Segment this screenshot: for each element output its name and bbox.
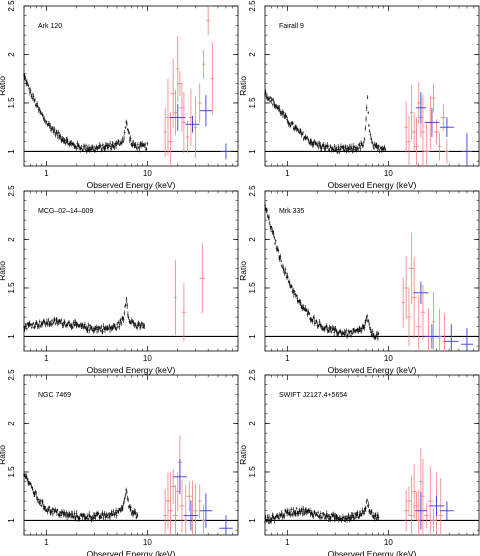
panel-label: Mrk 335: [279, 208, 304, 215]
chart-panel-5: 1 1.5 2 2.5 1 10 Observed Energy (keV) Ratio NGC…: [0, 369, 239, 556]
x-tick-label: 1: [285, 538, 290, 547]
panel-label: Fairall 9: [279, 23, 304, 30]
x-tick-label: 10: [143, 538, 152, 547]
y-tick-label: 1: [248, 149, 257, 154]
plot-frame: [23, 5, 239, 167]
y-tick-label: 2.5: [7, 369, 16, 381]
panel-label: SWIFT J2127.4+5654: [279, 392, 347, 399]
y-axis-label: Ratio: [0, 261, 7, 281]
y-tick-label: 2: [248, 421, 257, 426]
x-tick-label: 10: [384, 354, 393, 363]
x-tick-label: 10: [384, 538, 393, 547]
y-tick-label: 2: [248, 237, 257, 242]
y-tick-label: 1.5: [7, 282, 16, 294]
chart-panel-3: 1 1.5 2 2.5 1 10 Observed Energy (keV) Ratio MCG…: [0, 185, 239, 375]
panel-label: Ark 120: [38, 23, 62, 30]
y-tick-label: 1: [7, 149, 16, 154]
x-axis-label: Observed Energy (keV): [87, 365, 176, 375]
y-tick-label: 2.5: [248, 0, 257, 12]
y-tick-label: 1: [7, 518, 16, 523]
y-tick-label: 2: [7, 421, 16, 426]
chart-panel-2: 1 1.5 2 2.5 1 10 Observed Energy (keV) Ratio Fai…: [238, 0, 480, 190]
chart-panel-4: 1 1.5 2 2.5 1 10 Observed Energy (keV) Ratio Mrk…: [238, 185, 480, 375]
x-axis-label: Observed Energy (keV): [328, 365, 417, 375]
x-axis-label: Observed Energy (keV): [87, 549, 176, 556]
y-tick-label: 2: [7, 52, 16, 57]
y-tick-label: 2: [248, 52, 257, 57]
plot-frame: [264, 190, 480, 352]
y-axis-label: Ratio: [0, 76, 7, 96]
x-tick-label: 1: [44, 169, 49, 178]
y-tick-label: 1.5: [7, 466, 16, 478]
panel-label: NGC 7469: [38, 392, 71, 399]
plot-frame: [264, 374, 480, 536]
y-tick-label: 2.5: [7, 0, 16, 12]
y-axis-label: Ratio: [238, 445, 248, 465]
y-tick-label: 1: [248, 334, 257, 339]
y-tick-label: 2.5: [248, 369, 257, 381]
y-tick-label: 2.5: [7, 185, 16, 197]
plot-frame: [23, 190, 239, 352]
plot-frame: [23, 374, 239, 536]
chart-panel-6: 1 1.5 2 2.5 1 10 Observed Energy (keV) Ratio SWI…: [238, 369, 480, 556]
y-tick-label: 1.5: [7, 97, 16, 109]
y-tick-label: 1: [248, 518, 257, 523]
y-tick-label: 1: [7, 334, 16, 339]
y-axis-label: Ratio: [0, 445, 7, 465]
y-tick-label: 1.5: [248, 282, 257, 294]
x-axis-label: Observed Energy (keV): [87, 180, 176, 190]
x-tick-label: 10: [143, 354, 152, 363]
x-tick-label: 10: [143, 169, 152, 178]
panel-label: MCG–02–14–009: [38, 208, 93, 215]
x-tick-label: 10: [384, 169, 393, 178]
y-tick-label: 1.5: [248, 466, 257, 478]
y-tick-label: 2.5: [248, 185, 257, 197]
x-axis-label: Observed Energy (keV): [328, 180, 417, 190]
x-tick-label: 1: [44, 538, 49, 547]
plot-frame: [264, 5, 480, 167]
y-axis-label: Ratio: [238, 76, 248, 96]
x-tick-label: 1: [44, 354, 49, 363]
y-tick-label: 1.5: [248, 97, 257, 109]
x-axis-label: Observed Energy (keV): [328, 549, 417, 556]
y-axis-label: Ratio: [238, 261, 248, 281]
x-tick-label: 1: [285, 354, 290, 363]
y-tick-label: 2: [7, 237, 16, 242]
chart-panel-1: 1 1.5 2 2.5 1 10 Observed Energy (keV) Ratio Ark…: [0, 0, 239, 190]
x-tick-label: 1: [285, 169, 290, 178]
